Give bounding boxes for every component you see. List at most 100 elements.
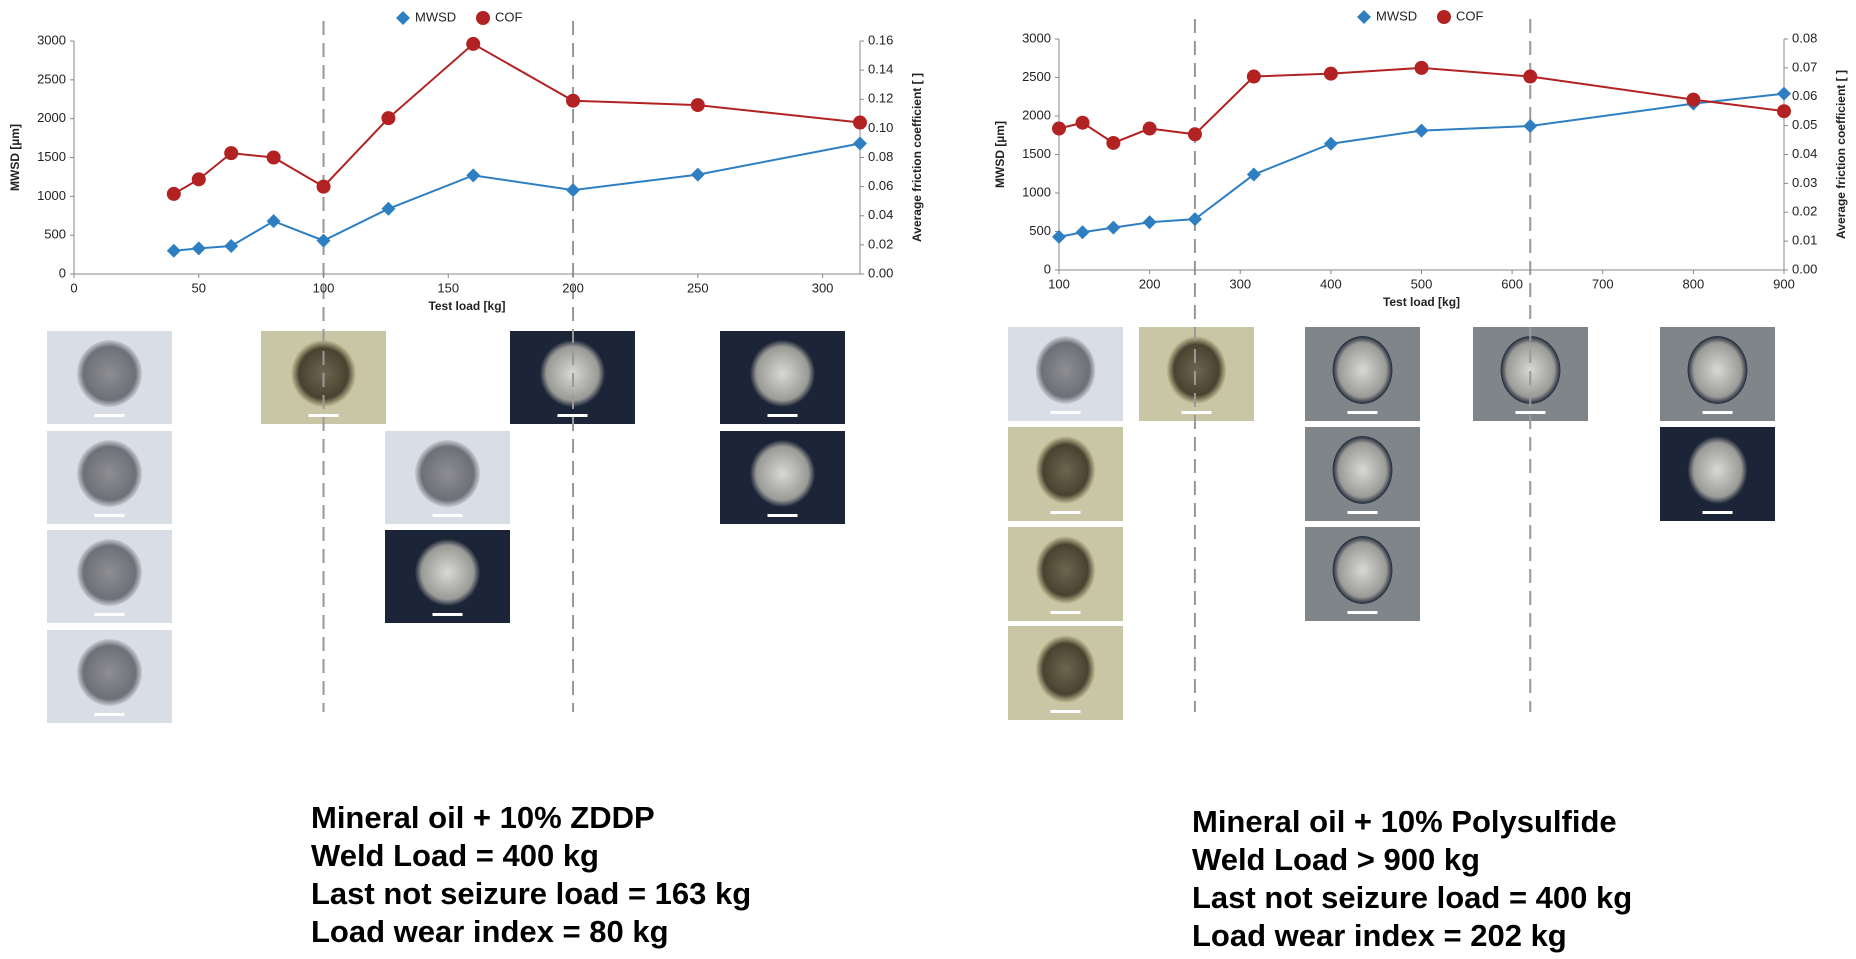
y-tick-label: 500 <box>1029 223 1051 238</box>
y-tick-label: 1500 <box>37 149 66 164</box>
y2-tick-label: 0.00 <box>1792 261 1817 276</box>
point <box>853 116 867 130</box>
wear-scar <box>1688 336 1748 404</box>
scale-bar <box>1348 411 1378 414</box>
scale-bar <box>1348 511 1378 514</box>
scale-bar <box>1516 411 1546 414</box>
y2-tick-label: 0.03 <box>1792 175 1817 190</box>
y-tick-label: 1500 <box>1022 146 1051 161</box>
y2-tick-label: 0.04 <box>1792 146 1817 161</box>
x-tick-label: 250 <box>687 280 709 295</box>
point <box>267 214 281 228</box>
wear-scar <box>1036 436 1096 504</box>
scale-bar <box>768 514 798 517</box>
wear-scar <box>77 639 142 706</box>
x-tick-label: 100 <box>1048 276 1070 291</box>
y-axis-label: MWSD [µm] <box>993 121 1007 188</box>
y2-tick-label: 0.14 <box>868 62 893 77</box>
wear-scar <box>1333 336 1393 404</box>
y2-tick-label: 0.08 <box>1792 30 1817 45</box>
scale-bar <box>1348 611 1378 614</box>
scale-bar <box>1051 611 1081 614</box>
y-axis-label: MWSD [µm] <box>8 124 22 191</box>
y2-tick-label: 0.05 <box>1792 117 1817 132</box>
y-tick-label: 3000 <box>37 32 66 47</box>
point <box>1777 104 1791 118</box>
point <box>1777 87 1791 101</box>
x-tick-label: 150 <box>437 280 459 295</box>
y-tick-label: 0 <box>59 265 66 280</box>
scale-bar <box>1182 411 1212 414</box>
point <box>691 168 705 182</box>
series-line <box>174 44 860 194</box>
x-axis-label: Test load [kg] <box>428 299 505 313</box>
scale-bar <box>558 414 588 417</box>
point <box>224 239 238 253</box>
point <box>1052 122 1066 136</box>
x-tick-label: 900 <box>1773 276 1795 291</box>
point <box>1106 221 1120 235</box>
wear-scar <box>1036 336 1096 404</box>
point <box>1052 230 1066 244</box>
figure: 0501001502002503000500100015002000250030… <box>0 0 1856 959</box>
scale-bar <box>95 514 125 517</box>
wear-scar <box>750 340 815 407</box>
wear-scar <box>1036 635 1096 703</box>
point <box>1324 67 1338 81</box>
scale-bar <box>309 414 339 417</box>
point <box>1247 70 1261 84</box>
legend-label: MWSD <box>415 9 456 24</box>
point <box>466 168 480 182</box>
point <box>1143 122 1157 136</box>
scale-bar <box>1051 411 1081 414</box>
y-tick-label: 2500 <box>37 71 66 86</box>
x-tick-label: 50 <box>192 280 206 295</box>
y2-tick-label: 0.02 <box>1792 204 1817 219</box>
x-tick-label: 600 <box>1501 276 1523 291</box>
point <box>317 234 331 248</box>
x-tick-label: 700 <box>1592 276 1614 291</box>
legend-marker <box>1437 10 1451 24</box>
wear-scar <box>77 440 142 507</box>
annotation: Mineral oil + 10% Polysulfide <box>1192 804 1617 839</box>
point <box>381 111 395 125</box>
x-tick-label: 400 <box>1320 276 1342 291</box>
scale-bar <box>95 713 125 716</box>
scale-bar <box>95 414 125 417</box>
scale-bar <box>433 613 463 616</box>
point <box>1076 225 1090 239</box>
point <box>1523 119 1537 133</box>
y2-tick-label: 0.10 <box>868 120 893 135</box>
point <box>1143 215 1157 229</box>
scale-bar <box>1703 411 1733 414</box>
scale-bar <box>768 414 798 417</box>
annotation: Last not seizure load = 400 kg <box>1192 880 1632 915</box>
legend-label: COF <box>1456 8 1484 23</box>
series-line <box>1059 94 1784 237</box>
scale-bar <box>1703 511 1733 514</box>
point <box>192 172 206 186</box>
annotation: Weld Load > 900 kg <box>1192 842 1480 877</box>
point <box>691 98 705 112</box>
wear-scar <box>415 440 480 507</box>
legend-marker <box>476 11 490 25</box>
x-tick-label: 200 <box>562 280 584 295</box>
wear-scar <box>750 440 815 507</box>
annotation: Load wear index = 202 kg <box>1192 918 1567 953</box>
point <box>167 244 181 258</box>
y2-tick-label: 0.12 <box>868 91 893 106</box>
legend-label: MWSD <box>1376 8 1417 23</box>
y-tick-label: 1000 <box>37 188 66 203</box>
y2-axis-label: Average friction coefficient [ ] <box>1834 70 1848 239</box>
scale-bar <box>95 613 125 616</box>
wear-scar <box>77 340 142 407</box>
point <box>317 180 331 194</box>
point <box>381 202 395 216</box>
y2-tick-label: 0.06 <box>868 178 893 193</box>
annotation: Last not seizure load = 163 kg <box>311 876 751 911</box>
y-tick-label: 2500 <box>1022 69 1051 84</box>
y-tick-label: 2000 <box>37 110 66 125</box>
y2-tick-label: 0.01 <box>1792 233 1817 248</box>
y2-tick-label: 0.07 <box>1792 59 1817 74</box>
wear-scar <box>1333 436 1393 504</box>
